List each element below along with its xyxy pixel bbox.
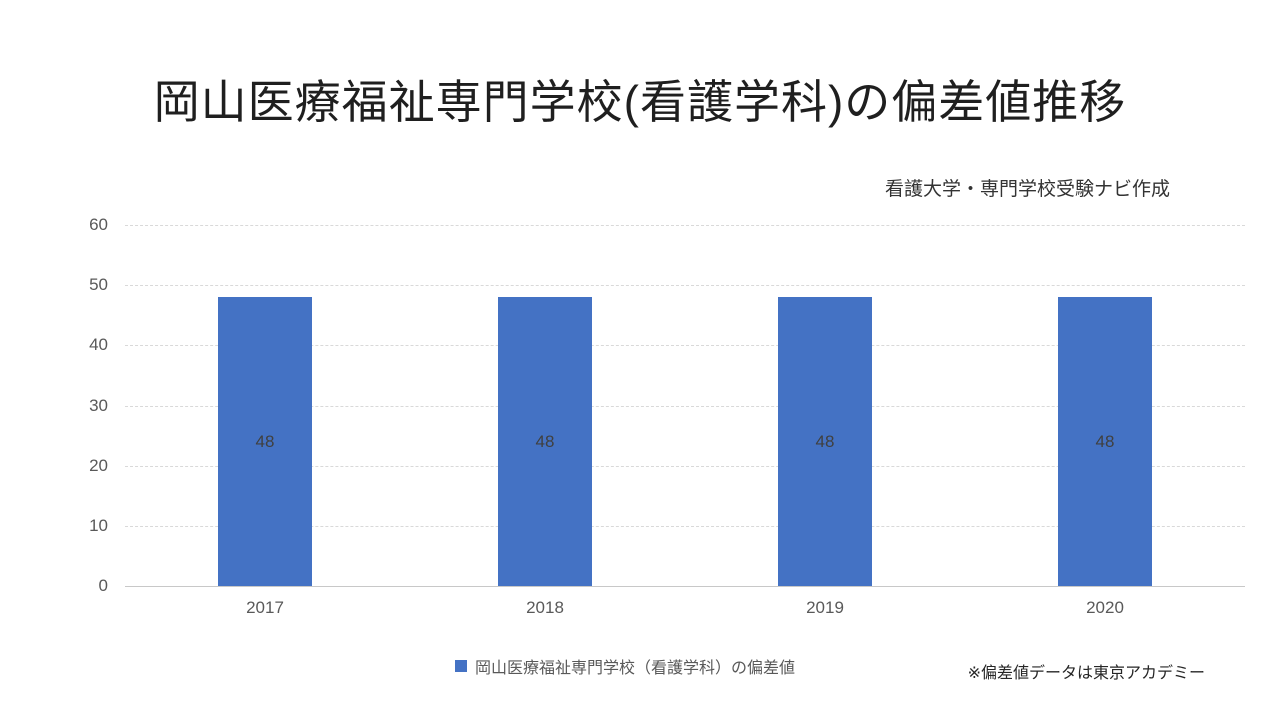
gridline xyxy=(125,465,1245,467)
bar-value-label: 48 xyxy=(1095,431,1115,451)
gridline xyxy=(125,525,1245,527)
y-tick-label: 10 xyxy=(89,515,108,535)
y-tick-label: 30 xyxy=(89,395,108,415)
gridline xyxy=(125,345,1245,347)
footnote: ※偏差値データは東京アカデミー xyxy=(967,665,1205,682)
chart-title: 岡山医療福祉専門学校(看護学科)の偏差値推移 xyxy=(153,76,1127,128)
gridline xyxy=(125,225,1245,226)
bar-2017 xyxy=(218,297,312,586)
x-tick-label: 2018 xyxy=(526,598,564,617)
y-tick-label: 50 xyxy=(89,275,108,295)
x-axis-line xyxy=(125,586,1245,587)
legend: 岡山医療福祉専門学校（看護学科）の偏差値 xyxy=(455,654,795,678)
bar-2019 xyxy=(778,297,872,586)
bar-2020 xyxy=(1058,297,1152,586)
x-tick-label: 2020 xyxy=(1086,598,1124,617)
y-tick-label: 20 xyxy=(89,455,108,475)
legend-marker-icon xyxy=(455,660,467,672)
bar-2018 xyxy=(498,297,592,586)
bar-value-label: 48 xyxy=(815,431,835,451)
bar-value-label: 48 xyxy=(535,431,555,451)
gridline xyxy=(125,405,1245,407)
plot-area: 48 48 48 48 xyxy=(125,225,1245,587)
bar-value-label: 48 xyxy=(255,431,275,451)
y-tick-label: 60 xyxy=(89,215,108,234)
y-tick-label: 40 xyxy=(89,335,108,355)
chart-subtitle: 看護大学・専門学校受験ナビ作成 xyxy=(884,179,1170,200)
gridline xyxy=(125,285,1245,287)
y-tick-label: 0 xyxy=(98,576,108,595)
legend-label: 岡山医療福祉専門学校（看護学科）の偏差値 xyxy=(475,660,796,677)
x-tick-label: 2019 xyxy=(806,598,844,617)
x-tick-label: 2017 xyxy=(246,598,284,617)
